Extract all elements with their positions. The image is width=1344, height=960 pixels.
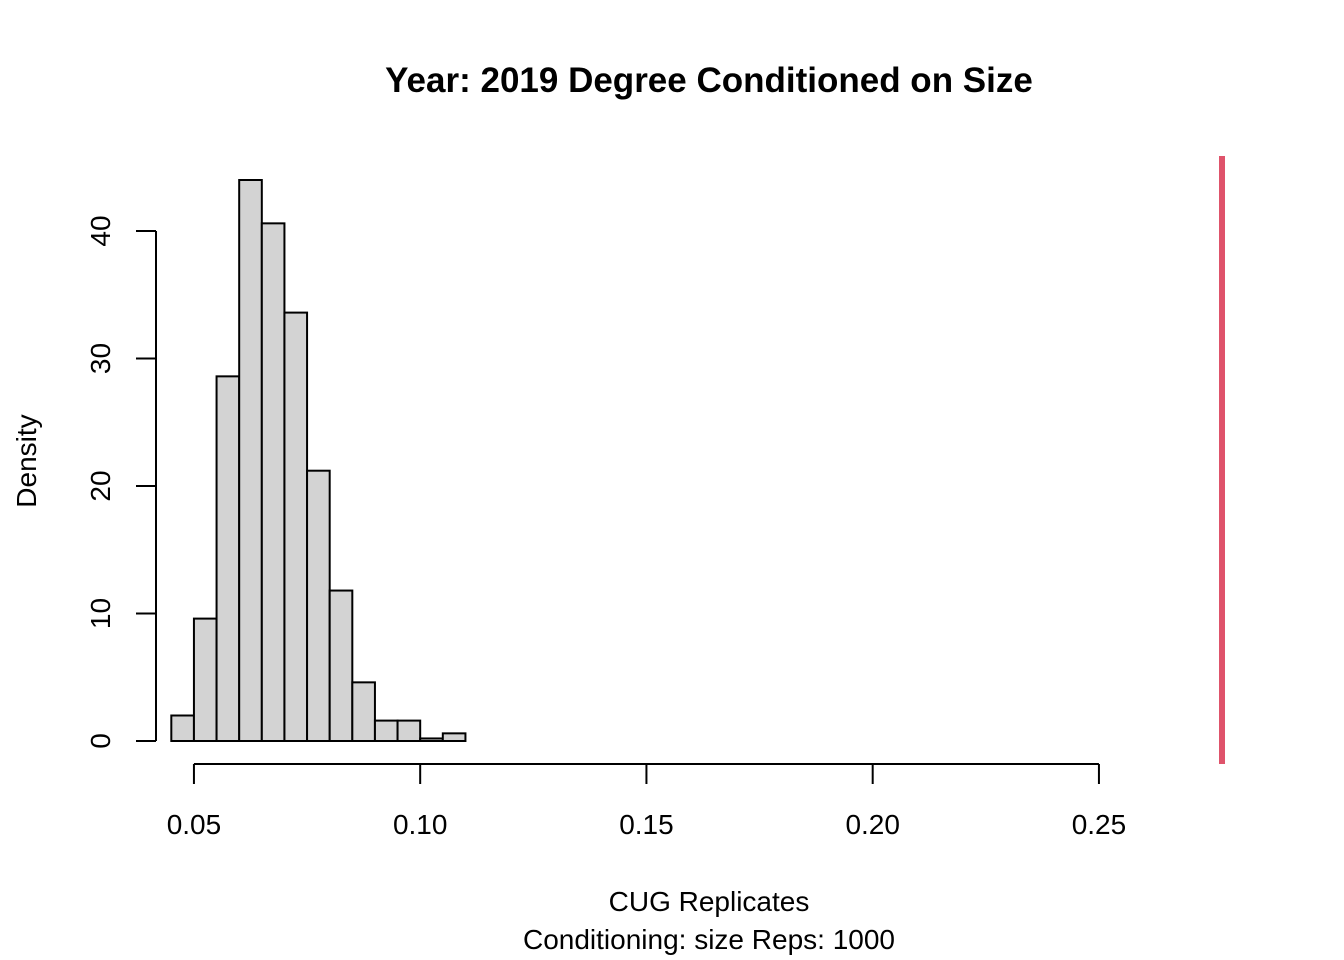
histogram-bar [283,311,309,742]
x-axis-ticks: 0.05 0.10 0.15 0.20 0.25 [167,764,1127,840]
y-axis-ticks: 0 10 20 30 40 [85,215,156,749]
x-tick-label: 0.10 [393,809,448,840]
y-tick-label: 40 [85,215,116,246]
x-tick-label: 0.05 [167,809,222,840]
histogram-bar [306,469,331,742]
histogram-bar [260,222,286,743]
histogram-bar [351,681,376,742]
histogram-bar [373,719,399,742]
x-axis-subtitle: Conditioning: size Reps: 1000 [523,924,895,955]
y-axis-label: Density [11,414,42,507]
x-axis: 0.05 0.10 0.15 0.20 0.25 [167,763,1127,840]
histogram-bar [192,617,218,742]
y-tick-label: 30 [85,343,116,374]
histogram-bar [215,375,241,742]
y-tick-label: 0 [85,733,116,749]
histogram-bar [396,719,422,742]
chart-title: Year: 2019 Degree Conditioned on Size [385,61,1033,100]
x-tick-label: 0.15 [619,809,674,840]
x-tick-label: 0.20 [845,809,900,840]
histogram-bar [238,179,263,742]
y-axis: 0 10 20 30 40 [85,215,157,749]
x-axis-label: CUG Replicates [609,886,810,917]
y-tick-label: 10 [85,598,116,629]
histogram-bar [170,714,195,742]
x-tick-label: 0.25 [1072,809,1127,840]
histogram-bar [441,732,467,742]
y-tick-label: 20 [85,470,116,501]
histogram-bars [170,179,467,743]
histogram-bar [419,737,444,743]
histogram-bar [328,589,354,742]
